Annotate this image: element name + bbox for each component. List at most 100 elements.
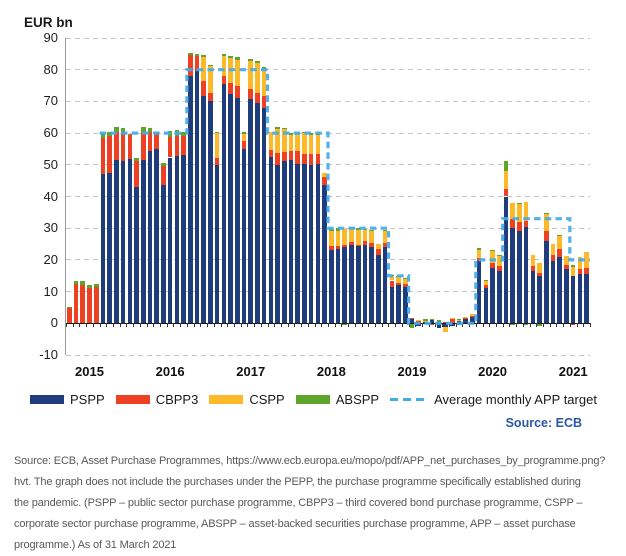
bar-2020-05-abspp <box>517 202 522 205</box>
bar-2019-03-abspp <box>423 319 428 322</box>
bar-2016-11-cspp <box>235 59 240 87</box>
bar-2015-04-pspp <box>107 172 112 324</box>
legend-label: CSPP <box>249 392 285 407</box>
month-tick <box>489 323 491 328</box>
caption-line: hvt. The graph does not include the purc… <box>14 476 581 488</box>
bar-2020-08-abspp <box>537 323 542 326</box>
legend-swatch-abspp <box>295 395 330 404</box>
year-label-2015: 2015 <box>75 364 104 379</box>
bar-2019-05-pspp <box>436 323 442 328</box>
bar-2016-03-cbpp3 <box>181 136 186 156</box>
month-tick <box>227 323 229 328</box>
month-tick <box>482 323 484 328</box>
month-tick <box>428 323 430 328</box>
y-tick-label-70: 70 <box>43 93 58 109</box>
bar-2016-11-abspp <box>235 57 240 60</box>
bar-2018-05-pspp <box>355 246 361 324</box>
bar-2015-06-pspp <box>120 160 126 324</box>
bar-2018-05-abspp <box>355 228 361 231</box>
month-tick <box>448 323 450 328</box>
bar-2021-01-pspp <box>570 276 576 324</box>
bar-2016-03-abspp <box>181 131 186 137</box>
bar-2018-04-cspp <box>349 229 354 242</box>
bar-2019-09-cbpp3 <box>463 318 468 320</box>
bar-2016-08-cbpp3 <box>214 158 220 165</box>
legend: PSPP CBPP3 CSPP ABSPP Average monthly APP ta… <box>30 392 620 407</box>
month-tick <box>92 323 94 328</box>
bar-2020-02-pspp <box>497 270 502 324</box>
y-tick-label-30: 30 <box>43 220 58 236</box>
bar-2019-01-cbpp3 <box>409 317 415 319</box>
bar-2019-04-pspp <box>429 319 435 324</box>
bar-2017-01-cbpp3 <box>248 89 254 100</box>
bar-2017-02-cbpp3 <box>255 92 260 103</box>
bar-2021-03-pspp <box>584 273 589 324</box>
month-tick <box>556 323 558 328</box>
bar-2015-10-pspp <box>147 150 153 324</box>
month-tick <box>328 323 329 328</box>
month-tick <box>495 323 497 328</box>
bar-2015-08-pspp <box>134 187 139 324</box>
bar-2019-01-pspp <box>409 318 415 324</box>
month-tick <box>166 323 168 328</box>
bar-2015-11-pspp <box>154 148 159 324</box>
y-tick-label-20: 20 <box>43 251 58 267</box>
bar-2019-07-cspp <box>449 317 455 319</box>
bar-2020-07-pspp <box>530 270 536 324</box>
bar-2019-08-abspp <box>456 319 462 321</box>
bar-2018-12-pspp <box>402 286 408 324</box>
bar-2017-06-cbpp3 <box>282 152 287 161</box>
bar-2015-07-cbpp3 <box>127 135 133 160</box>
bar-2016-09-pspp <box>221 84 227 324</box>
month-tick <box>381 323 383 328</box>
bar-2018-03-cbpp3 <box>342 245 348 248</box>
bar-2019-06-cspp <box>443 327 448 332</box>
month-tick <box>563 323 565 328</box>
bar-2018-06-cbpp3 <box>362 241 368 245</box>
bar-2020-11-pspp <box>557 256 563 324</box>
month-tick <box>287 323 289 328</box>
bar-2015-01-abspp <box>87 285 92 289</box>
bar-2018-11-cspp <box>396 277 401 284</box>
bar-2018-06-pspp <box>362 245 368 324</box>
month-tick <box>334 323 336 328</box>
bar-2015-12-pspp <box>161 185 166 324</box>
bar-2016-04-abspp <box>187 53 193 56</box>
bar-2019-11-cspp <box>476 250 482 258</box>
month-tick <box>576 323 578 328</box>
month-tick <box>126 323 128 328</box>
bar-2017-06-abspp <box>282 128 287 130</box>
bar-2018-07-cspp <box>369 231 374 244</box>
month-tick <box>590 323 591 328</box>
month-tick <box>529 323 531 328</box>
bar-2017-05-cspp <box>275 128 280 154</box>
bar-2020-03-cbpp3 <box>503 189 509 197</box>
bar-2019-08-cspp <box>456 320 462 321</box>
bar-2019-04-abspp <box>429 318 435 320</box>
month-tick <box>408 323 410 328</box>
bar-2016-06-cbpp3 <box>201 81 206 96</box>
bar-2019-10-pspp <box>470 316 475 324</box>
bar-2016-02-pspp <box>174 155 180 324</box>
bar-2019-09-cspp <box>463 317 468 319</box>
bar-2019-07-cbpp3 <box>449 318 455 324</box>
bar-2016-10-pspp <box>228 94 233 324</box>
bar-2018-12-cspp <box>402 279 408 284</box>
bar-2017-05-pspp <box>275 164 280 324</box>
bar-2020-07-cbpp3 <box>530 266 536 271</box>
bar-2016-11-cbpp3 <box>235 86 240 98</box>
caption-line: the pandemic. (PSPP – public sector purc… <box>14 497 583 509</box>
bar-2018-05-cspp <box>355 230 361 245</box>
bar-2018-07-cbpp3 <box>369 243 374 248</box>
legend-swatch-cbpp3 <box>115 395 150 404</box>
bar-2020-09-cbpp3 <box>544 231 549 241</box>
month-tick <box>348 323 350 328</box>
bar-2017-05-cbpp3 <box>275 153 280 165</box>
bar-2018-07-pspp <box>369 247 374 324</box>
bar-2016-10-abspp <box>228 56 233 58</box>
bar-2018-09-cspp <box>382 230 388 243</box>
bar-2018-04-pspp <box>349 245 354 324</box>
bar-2018-01-cspp <box>329 231 334 246</box>
bar-2017-04-cbpp3 <box>268 149 274 157</box>
